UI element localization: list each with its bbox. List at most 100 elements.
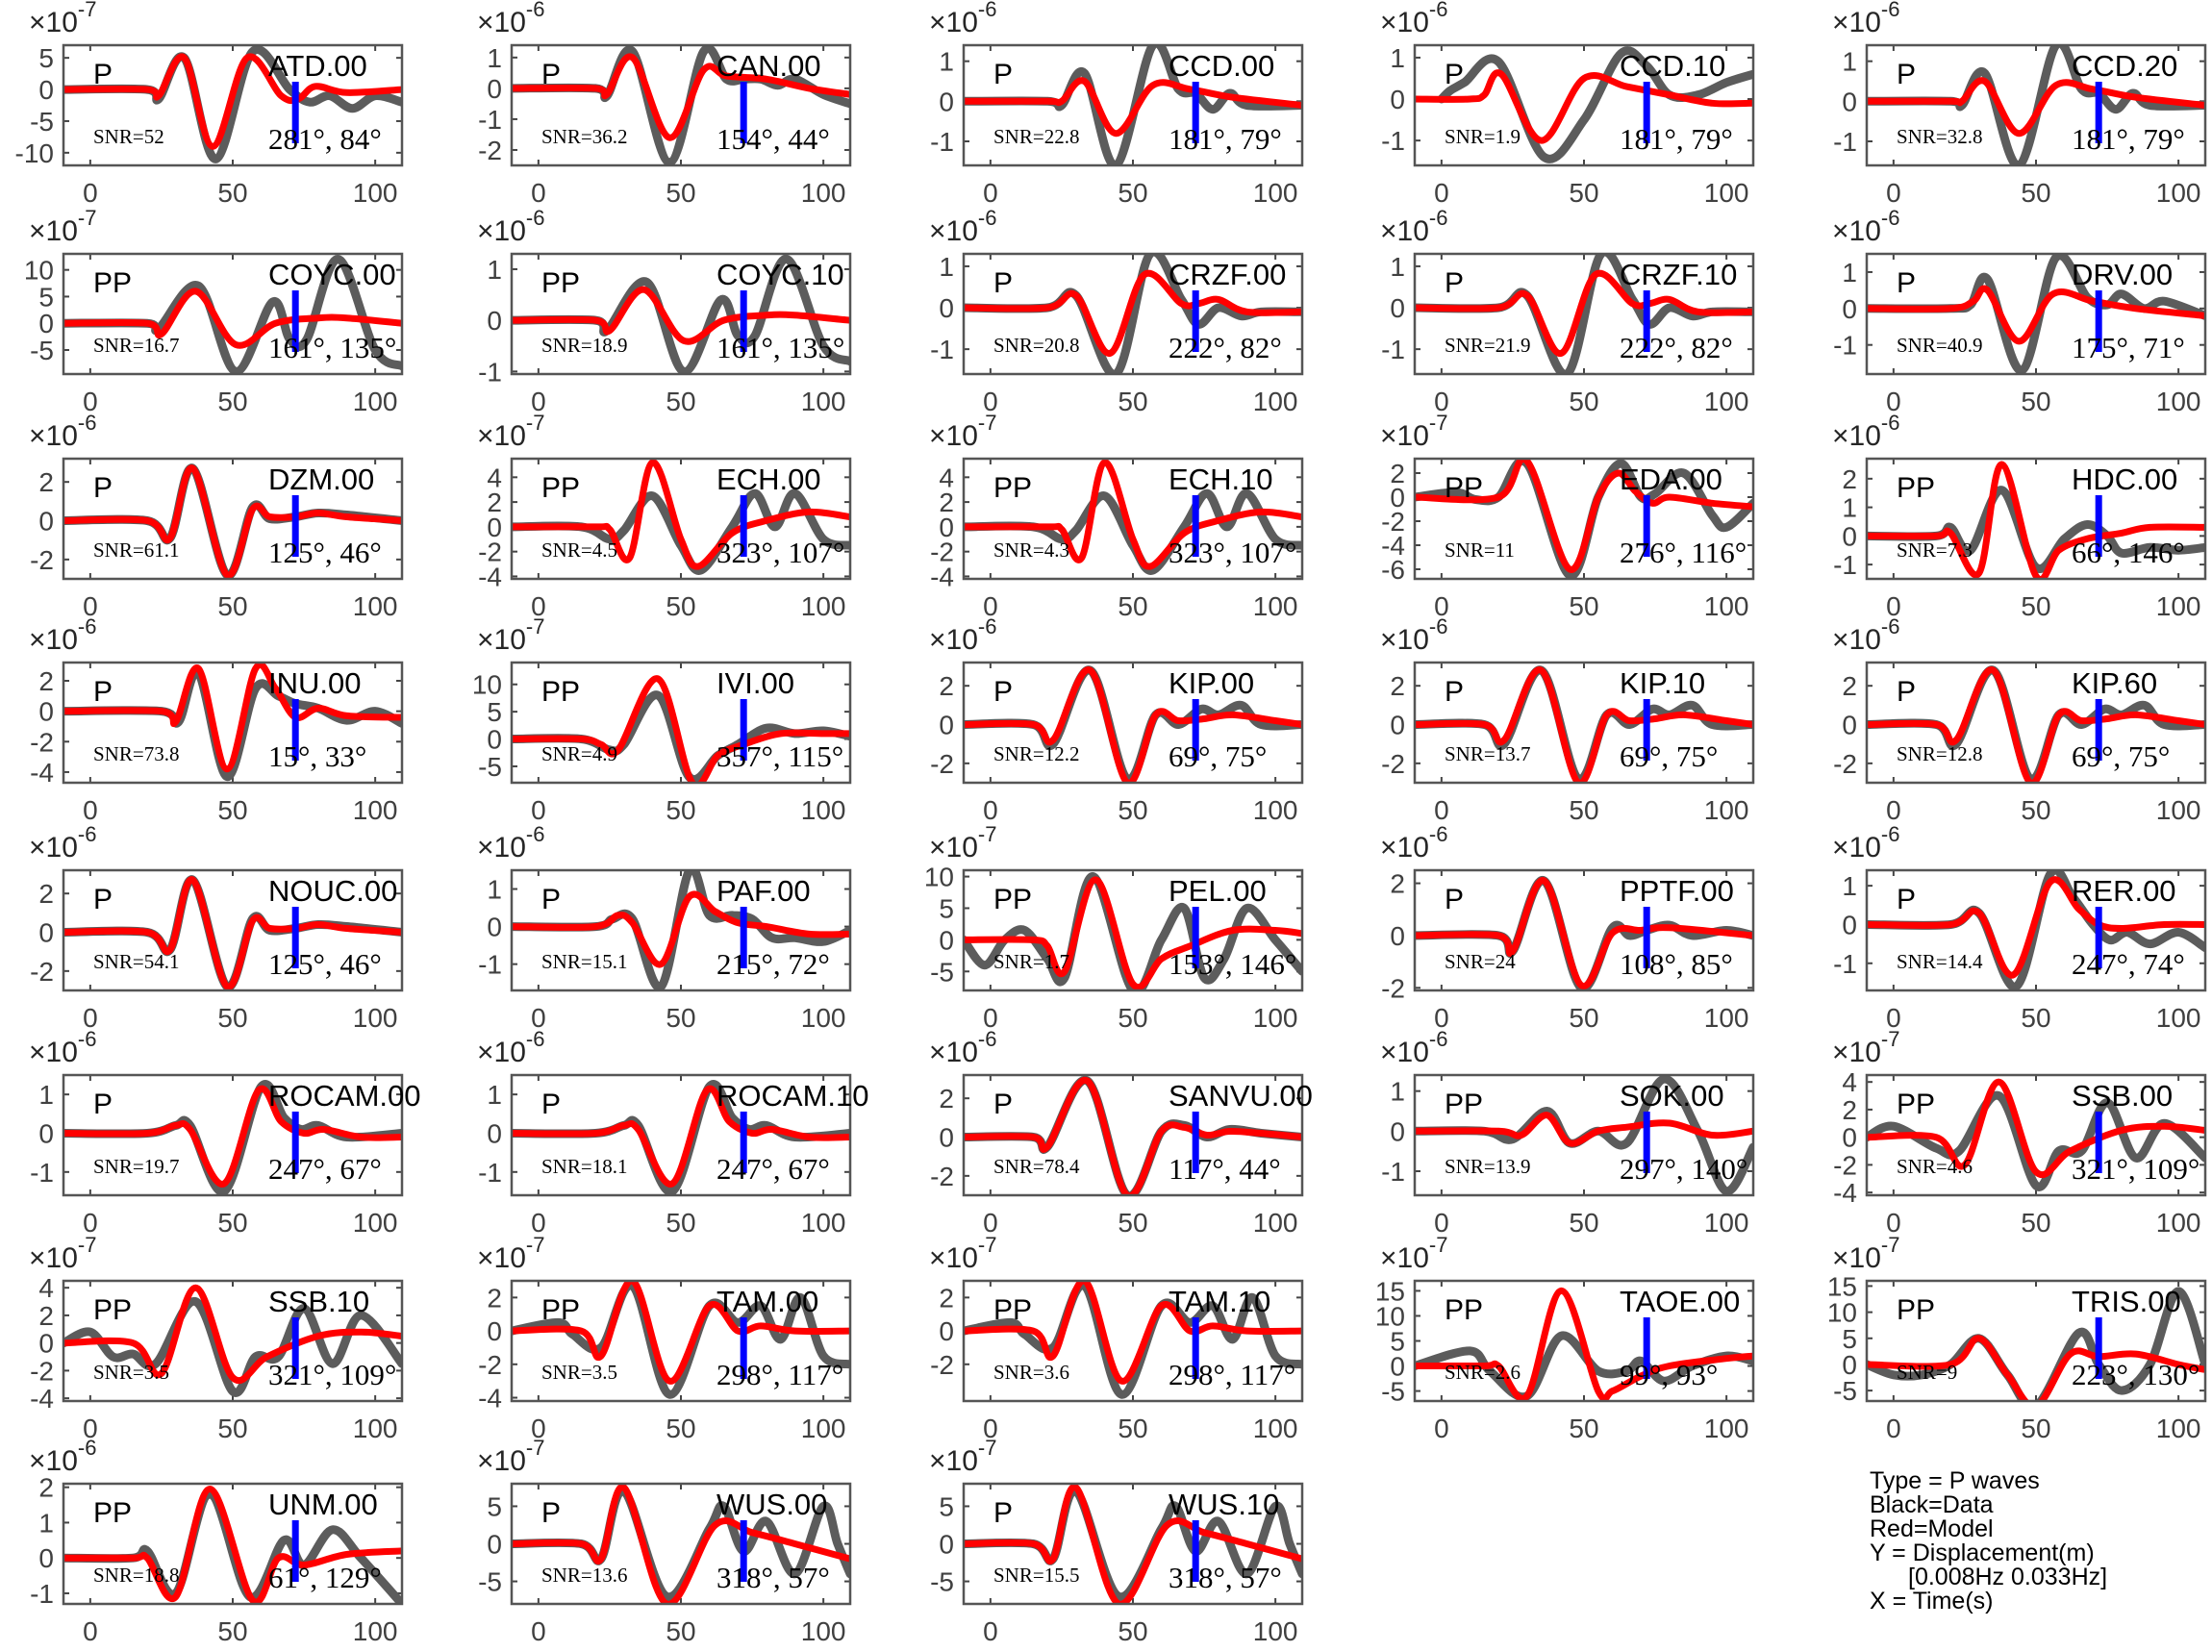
plot-area — [512, 675, 850, 783]
exponent-power: -6 — [78, 411, 97, 435]
x-tick-label: 0 — [1886, 1414, 1901, 1443]
exponent-base: ×10 — [29, 215, 78, 247]
snr-label: SNR=40.9 — [1897, 334, 1982, 357]
x-tick-label: 100 — [801, 387, 846, 416]
exponent-power: -6 — [1881, 206, 1900, 230]
y-tick-label: 2 — [1842, 1095, 1857, 1125]
exponent-base: ×10 — [477, 1445, 526, 1477]
y-tick-label: 2 — [487, 1283, 502, 1313]
x-tick-label: 100 — [2156, 1208, 2201, 1238]
x-tick-label: 100 — [353, 1616, 398, 1646]
y-tick-label: 0 — [38, 507, 54, 537]
phase-label: P — [93, 676, 113, 708]
y-tick-label: -4 — [478, 1384, 502, 1414]
model-series-line — [63, 464, 402, 579]
azimuth-takeoff-label: 125°, 46° — [268, 947, 382, 981]
y-tick-label: -2 — [930, 749, 954, 779]
snr-label: SNR=16.7 — [93, 334, 179, 357]
exponent-power: -6 — [1429, 206, 1448, 230]
x-tick-label: 50 — [1118, 178, 1147, 208]
y-tick-label: 1 — [1842, 47, 1857, 77]
y-exponent-label: ×10-6 — [929, 0, 996, 38]
phase-label: P — [541, 884, 561, 915]
azimuth-takeoff-label: 108°, 85° — [1620, 947, 1733, 981]
axes: 0 50 100 2 0 -2 ×10-6 P KIP.10 SNR=13.7 69°, 75° — [1380, 614, 1755, 825]
station-label: IVI.00 — [716, 666, 794, 700]
azimuth-takeoff-label: 69°, 75° — [1169, 739, 1267, 773]
snr-label: SNR=13.6 — [541, 1564, 627, 1587]
model-series-line — [1867, 285, 2205, 345]
y-tick-label: 0 — [939, 1530, 954, 1560]
station-label: PEL.00 — [1169, 874, 1267, 908]
y-tick-label: 0 — [487, 306, 502, 336]
y-tick-label: 2 — [1842, 671, 1857, 701]
model-series-line — [63, 1486, 402, 1604]
exponent-base: ×10 — [1832, 832, 1881, 864]
snr-label: SNR=4.3 — [993, 538, 1069, 562]
y-tick-label: 1 — [38, 1508, 54, 1538]
model-series-line — [964, 459, 1302, 570]
model-series-line — [1415, 877, 1753, 990]
axes-background — [1867, 459, 2205, 579]
station-label: WUS.00 — [716, 1488, 827, 1521]
y-tick-label: -1 — [1381, 126, 1405, 156]
station-label: EDA.00 — [1620, 463, 1722, 496]
plot-area — [964, 459, 1302, 575]
x-tick-label: 50 — [2021, 178, 2050, 208]
x-tick-label: 100 — [801, 1003, 846, 1033]
axes-frame — [1865, 457, 2207, 581]
azimuth-takeoff-label: 215°, 72° — [716, 947, 830, 981]
model-series-line — [964, 1281, 1302, 1385]
model-series-line — [512, 286, 850, 345]
plot-area — [964, 1484, 1302, 1604]
plot-area — [63, 663, 402, 782]
y-exponent-label: ×10-6 — [1380, 0, 1447, 38]
y-tick-label: -1 — [478, 1158, 502, 1188]
y-exponent-label: ×10-7 — [929, 1233, 996, 1274]
y-tick-label: 10 — [1827, 1298, 1857, 1328]
phase-label: P — [1897, 676, 1916, 708]
y-tick-label: 1 — [487, 875, 502, 905]
model-series-line — [63, 1085, 402, 1188]
x-tick-label: 50 — [217, 1414, 247, 1443]
y-tick-label: -5 — [30, 336, 54, 365]
y-exponent-label: ×10-6 — [1832, 614, 1899, 656]
y-exponent-label: ×10-7 — [929, 411, 996, 452]
plot-area — [63, 1080, 402, 1195]
axes: 0 50 100 1 0 -1 ×10-6 P CRZF.00 SNR=20.8 222°, 82° — [929, 206, 1304, 416]
exponent-power: -6 — [526, 1027, 545, 1051]
waveform-panel-rocam-10: 0 50 100 1 0 -1 ×10-6 P ROCAM.10 SNR=18.1 247°, 67… — [477, 1027, 868, 1238]
x-tick-label: 100 — [2156, 1003, 2201, 1033]
azimuth-takeoff-label: 247°, 74° — [2072, 947, 2185, 981]
y-exponent-label: ×10-7 — [477, 411, 544, 452]
y-tick-label: -10 — [15, 138, 54, 168]
axes: 0 50 100 1 0 -1 ×10-6 P CRZF.10 SNR=21.9 222°, 82° — [1380, 206, 1755, 416]
plot-area — [964, 1076, 1302, 1195]
y-tick-label: 5 — [487, 1491, 502, 1521]
exponent-base: ×10 — [1380, 1242, 1429, 1274]
azimuth-takeoff-label: 125°, 46° — [268, 536, 382, 569]
y-tick-label: 15 — [1827, 1271, 1857, 1301]
station-label: PAF.00 — [716, 874, 811, 908]
y-tick-label: 0 — [1390, 1116, 1405, 1146]
model-series-line — [964, 1484, 1302, 1604]
data-series-line — [1437, 46, 1753, 163]
phase-label: P — [541, 1089, 561, 1120]
y-tick-label: 5 — [38, 43, 54, 73]
exponent-base: ×10 — [29, 1242, 78, 1274]
waveform-panel-ccd-20: 0 50 100 1 0 -1 ×10-6 P CCD.20 SNR=32.8 181°, 79° — [1832, 0, 2207, 208]
x-tick-label: 50 — [1118, 387, 1147, 416]
exponent-power: -6 — [526, 206, 545, 230]
model-series-line — [512, 890, 850, 968]
exponent-power: -6 — [1881, 822, 1900, 846]
y-exponent-label: ×10-6 — [29, 411, 96, 452]
x-tick-label: 50 — [2021, 1208, 2050, 1238]
